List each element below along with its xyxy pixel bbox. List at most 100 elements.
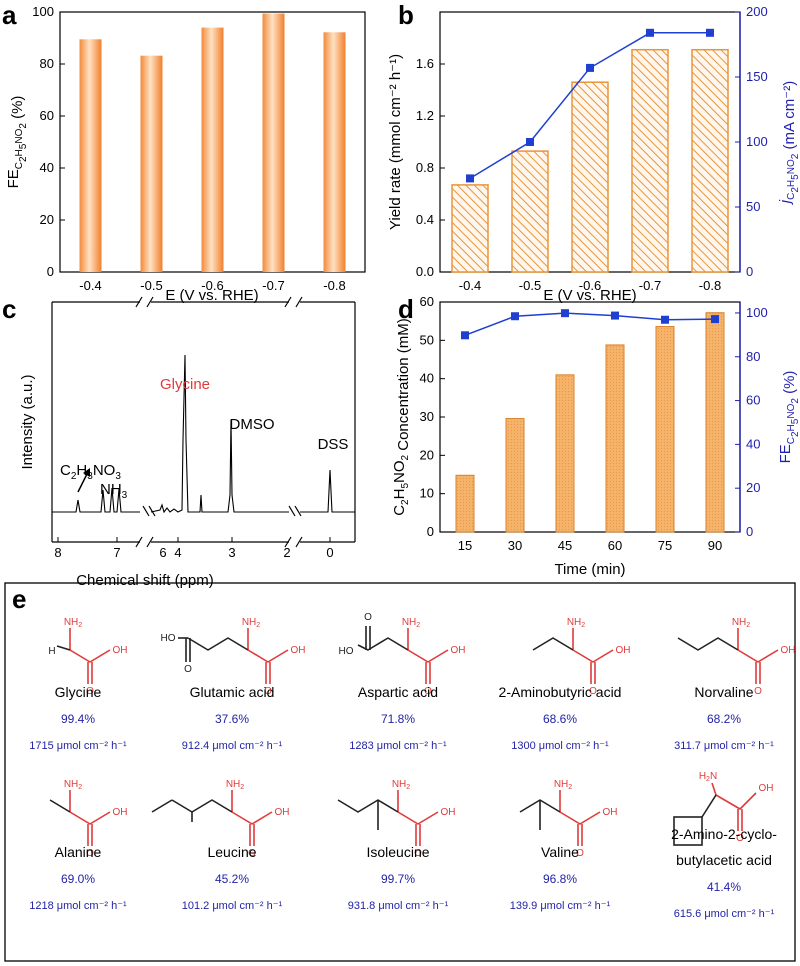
point [646,28,654,37]
y2-tick-label: 20 [746,480,760,495]
svg-text:O: O [86,848,94,859]
x-tick-label: 6 [159,545,166,560]
molecule-structure: NH2 OH O [532,617,631,697]
amino-acid-card: 2-Amino-2-cyclo-butylacetic acid 41.4% 615… [671,826,777,920]
amino-acid-rate: 1283 μmol cm⁻² h⁻¹ [349,740,447,752]
peak-label-glyoxylic: C2H3NO3 [60,462,121,482]
peak-label-dss: DSS [318,436,349,453]
amino-acid-name: 2-Amino-2-cyclo- [671,826,777,842]
x-tick-label: -0.6 [579,278,601,293]
svg-text:O: O [754,686,762,697]
x-axis-label-a: E (V vs. RHE) [165,287,258,304]
bar [455,474,475,533]
y2-tick-label: 100 [746,305,768,320]
point [466,174,474,183]
svg-text:NH2: NH2 [64,779,82,791]
y-tick-label: 80 [40,56,54,71]
x-ticks-b: -0.4 -0.5 -0.6 -0.7 -0.8 [459,267,721,293]
amino-acid-fe: 41.4% [707,880,741,894]
panel-label-a: a [2,0,17,30]
molecule-structure: NH2 OH O [677,617,796,697]
svg-text:O: O [264,686,272,697]
bar [79,39,102,272]
amino-acid-rate: 1300 μmol cm⁻² h⁻¹ [511,740,609,752]
y-tick-label: 0.4 [416,212,434,227]
y-tick-label: 10 [420,486,434,501]
amino-acid-name: Valine [541,844,579,860]
point [526,138,534,146]
svg-text:NH2: NH2 [64,617,82,629]
peak-label-dmso: DMSO [230,416,275,433]
amino-acid-fe: 96.8% [543,872,577,886]
svg-text:H: H [48,646,55,657]
y-tick-label: 40 [420,371,434,386]
amino-acid-card: Alanine 69.0% 1218 μmol cm⁻² h⁻¹ [29,844,127,912]
x-tick-label: 8 [54,545,61,560]
svg-text:NH2: NH2 [402,617,420,629]
amino-acid-fe: 71.8% [381,712,415,726]
point [611,311,619,320]
bars-b [451,48,729,273]
y2-tick-label: 0 [746,524,753,539]
x-tick-label: 3 [228,545,235,560]
svg-text:OH: OH [441,807,456,818]
y-axis-label-d: C2H5NO2 Concentration (mM) [391,318,412,516]
amino-acid-name: Glutamic acid [190,684,275,700]
amino-acid-fe: 68.6% [543,712,577,726]
panel-label-e: e [12,584,26,614]
x-tick-label: -0.7 [639,278,661,293]
bar [571,81,609,273]
x-tick-label: 45 [558,538,572,553]
bar [451,184,489,273]
y2-axis-label-b: jC2H5NO2 (mA cm⁻²) [777,81,800,205]
y-tick-label: 0 [427,524,434,539]
bar [505,418,525,533]
y2-tick-label: 150 [746,69,768,84]
panel-a: a 0 20 40 60 80 100 -0.4 -0.5 -0.6 -0.7 -0.8 E (V… [2,0,366,304]
x-tick-label: -0.7 [262,278,284,293]
x-tick-label: -0.4 [79,278,101,293]
y2-tick-label: 40 [746,436,760,451]
y-axis-label-a: FEC2H5NO2 (%) [5,96,29,189]
svg-text:HO: HO [161,633,176,644]
x-tick-label: 75 [658,538,672,553]
amino-acid-card: Isoleucine 99.7% 931.8 μmol cm⁻² h⁻¹ [348,844,449,912]
bars-a [79,13,346,273]
y-tick-label: 1.6 [416,56,434,71]
amino-acid-rate: 615.6 μmol cm⁻² h⁻¹ [674,908,775,920]
panel-label-b: b [398,0,414,30]
y-tick-label: 20 [420,447,434,462]
amino-acid-name: Leucine [207,844,256,860]
x-ticks-a: -0.4 -0.5 -0.6 -0.7 -0.8 [79,267,346,293]
x-ticks-d: 15 30 45 60 75 90 [458,527,722,553]
bar [140,55,163,273]
point [561,309,569,318]
amino-acid-rate: 1715 μmol cm⁻² h⁻¹ [29,740,127,752]
molecule-structures: NH2OHOHNH2OHOOHONH2OHOOHONH2OHONH2OHONH2… [48,612,795,859]
amino-acid-name: 2-Aminobutyric acid [499,684,622,700]
amino-acid-card: Valine 96.8% 139.9 μmol cm⁻² h⁻¹ [510,844,611,912]
amino-acid-card: Glutamic acid 37.6% 912.4 μmol cm⁻² h⁻¹ [182,684,283,752]
svg-text:H2N: H2N [699,771,717,783]
amino-acid-fe: 99.7% [381,872,415,886]
y-ticks-d: 0 10 20 30 40 50 60 [420,294,445,539]
amino-acid-rate: 311.7 μmol cm⁻² h⁻¹ [674,740,774,752]
bar [511,150,549,273]
panel-label-c: c [2,294,16,324]
svg-text:OH: OH [113,807,128,818]
svg-text:O: O [736,833,744,844]
svg-text:O: O [184,664,192,675]
amino-acid-fe: 99.4% [61,712,95,726]
amino-acid-fe: 37.6% [215,712,249,726]
molecule-structure: NH2 OH O [49,779,128,859]
amino-acid-card: Leucine 45.2% 101.2 μmol cm⁻² h⁻¹ [182,844,283,912]
x-axis-label-c: Chemical shift (ppm) [76,572,214,589]
svg-text:O: O [424,686,432,697]
amino-acid-card: 2-Aminobutyric acid 68.6% 1300 μmol cm⁻² h… [499,684,622,752]
amino-acid-name: Alanine [55,844,102,860]
x-tick-label: 4 [174,545,181,560]
svg-text:OH: OH [113,645,128,656]
line-series-b [466,28,714,183]
